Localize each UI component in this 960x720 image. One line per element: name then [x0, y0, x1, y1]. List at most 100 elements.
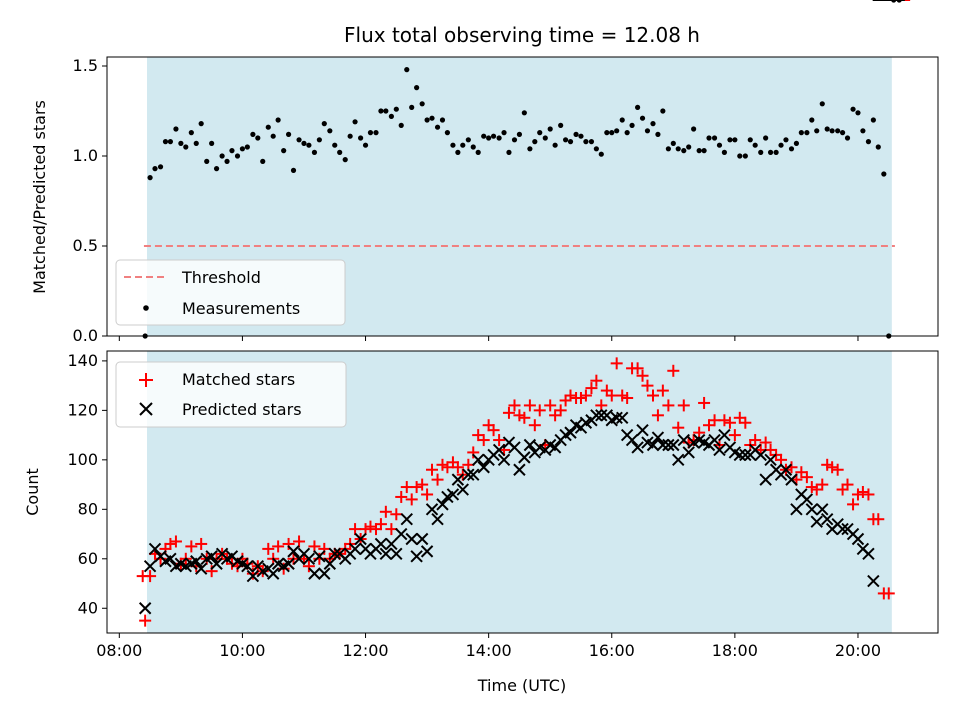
measurement-point — [829, 128, 835, 134]
matched-star-point — [728, 429, 741, 442]
measurement-point — [352, 119, 358, 125]
matched-star-point — [487, 424, 500, 437]
predicted-star-point — [739, 448, 752, 462]
measurement-point — [290, 167, 297, 173]
matched-star-point — [718, 414, 731, 427]
measurement-point — [809, 117, 815, 123]
measurement-point — [670, 140, 676, 146]
measurement-point — [844, 135, 851, 141]
matched-star-point — [749, 434, 762, 447]
measurement-point — [558, 122, 564, 128]
matched-star-point — [293, 535, 306, 548]
measurement-point — [686, 144, 692, 150]
predicted-star-point — [148, 542, 162, 556]
measurement-point — [327, 128, 333, 134]
measurement-point — [788, 146, 795, 152]
predicted-star-point — [205, 550, 218, 563]
measurement-point — [460, 142, 466, 148]
predicted-star-point — [595, 409, 608, 422]
matched-star-point — [282, 537, 295, 550]
measurement-point — [157, 164, 164, 170]
matched-star-point — [502, 406, 515, 419]
measurement-point — [265, 124, 271, 130]
measurement-point — [660, 108, 666, 114]
measurement-point — [373, 130, 379, 136]
legend-matched-label: Matched stars — [182, 370, 295, 389]
matched-star-point — [416, 478, 429, 491]
predicted-star-point — [564, 426, 577, 439]
top-y-tick-label: 0.0 — [73, 326, 98, 345]
measurement-point — [727, 137, 733, 143]
matched-star-point — [847, 498, 860, 511]
measurement-point — [598, 151, 604, 157]
measurement-point — [716, 142, 723, 148]
measurement-point — [604, 130, 610, 136]
measurement-point — [198, 121, 204, 127]
predicted-star-point — [354, 532, 367, 546]
predicted-star-point — [210, 557, 223, 570]
predicted-star-point — [313, 550, 326, 563]
measurement-point — [639, 115, 646, 121]
top-panel: 0.0 0.5 1.0 1.5 Matched/Predicted stars Thr… — [30, 0, 939, 345]
predicted-star-point — [636, 423, 649, 437]
measurement-point — [281, 148, 287, 154]
matched-star-point — [579, 389, 592, 402]
matched-star-point — [318, 542, 331, 555]
matched-star-point — [246, 567, 259, 580]
bottom-legend: Matched stars Predicted stars — [115, 361, 347, 428]
measurement-point — [378, 108, 384, 114]
measurement-point — [516, 131, 523, 137]
predicted-star-point — [497, 453, 511, 467]
predicted-star-point — [164, 552, 177, 565]
measurement-point — [424, 117, 430, 123]
measurement-point — [358, 135, 364, 141]
measurement-point — [511, 137, 518, 143]
matched-star-point — [195, 537, 208, 550]
predicted-star-point — [241, 560, 254, 573]
predicted-star-point — [805, 503, 819, 516]
matched-star-point — [662, 399, 675, 412]
predicted-star-point — [328, 547, 341, 561]
matched-star-point — [759, 436, 772, 449]
predicted-star-point — [764, 453, 777, 467]
matched-star-point — [205, 565, 218, 578]
measurement-point — [593, 146, 599, 152]
matched-star-point — [144, 570, 157, 583]
predicted-star-point — [820, 513, 834, 526]
matched-star-point — [856, 486, 869, 498]
predicted-star-point — [246, 569, 260, 583]
measurement-point — [481, 133, 487, 139]
matched-star-point — [698, 396, 711, 409]
measurement-point — [675, 146, 681, 152]
predicted-star-point — [436, 498, 449, 511]
measurement-point — [732, 137, 738, 143]
matched-star-point — [636, 369, 649, 382]
measurement-point — [819, 101, 825, 107]
matched-star-point — [826, 461, 839, 474]
matched-star-point — [677, 399, 690, 412]
predicted-star-point — [348, 542, 362, 556]
measurement-point — [583, 139, 589, 145]
measurement-point — [650, 121, 656, 127]
measurement-point — [244, 144, 250, 150]
measurement-point — [178, 140, 184, 146]
top-legend: Threshold Measurements — [115, 259, 346, 326]
matched-star-point — [862, 488, 875, 501]
predicted-star-point — [800, 493, 814, 506]
matched-star-point — [390, 508, 403, 521]
matched-star-point — [508, 399, 521, 412]
predicted-star-point — [810, 515, 823, 528]
measurement-point — [767, 149, 774, 155]
predicted-star-point — [523, 438, 537, 452]
measurement-point — [635, 104, 641, 110]
measurement-point — [486, 135, 492, 141]
measurement-point — [537, 130, 543, 136]
top-axis-ticks: 0.0 0.5 1.0 1.5 — [73, 56, 859, 345]
measurement-point — [147, 175, 153, 181]
measurement-point — [624, 130, 630, 136]
predicted-star-point — [713, 443, 726, 457]
matched-star-point — [467, 446, 480, 459]
predicted-star-point — [682, 446, 695, 459]
matched-star-point — [544, 399, 557, 412]
matched-star-point — [605, 389, 618, 402]
